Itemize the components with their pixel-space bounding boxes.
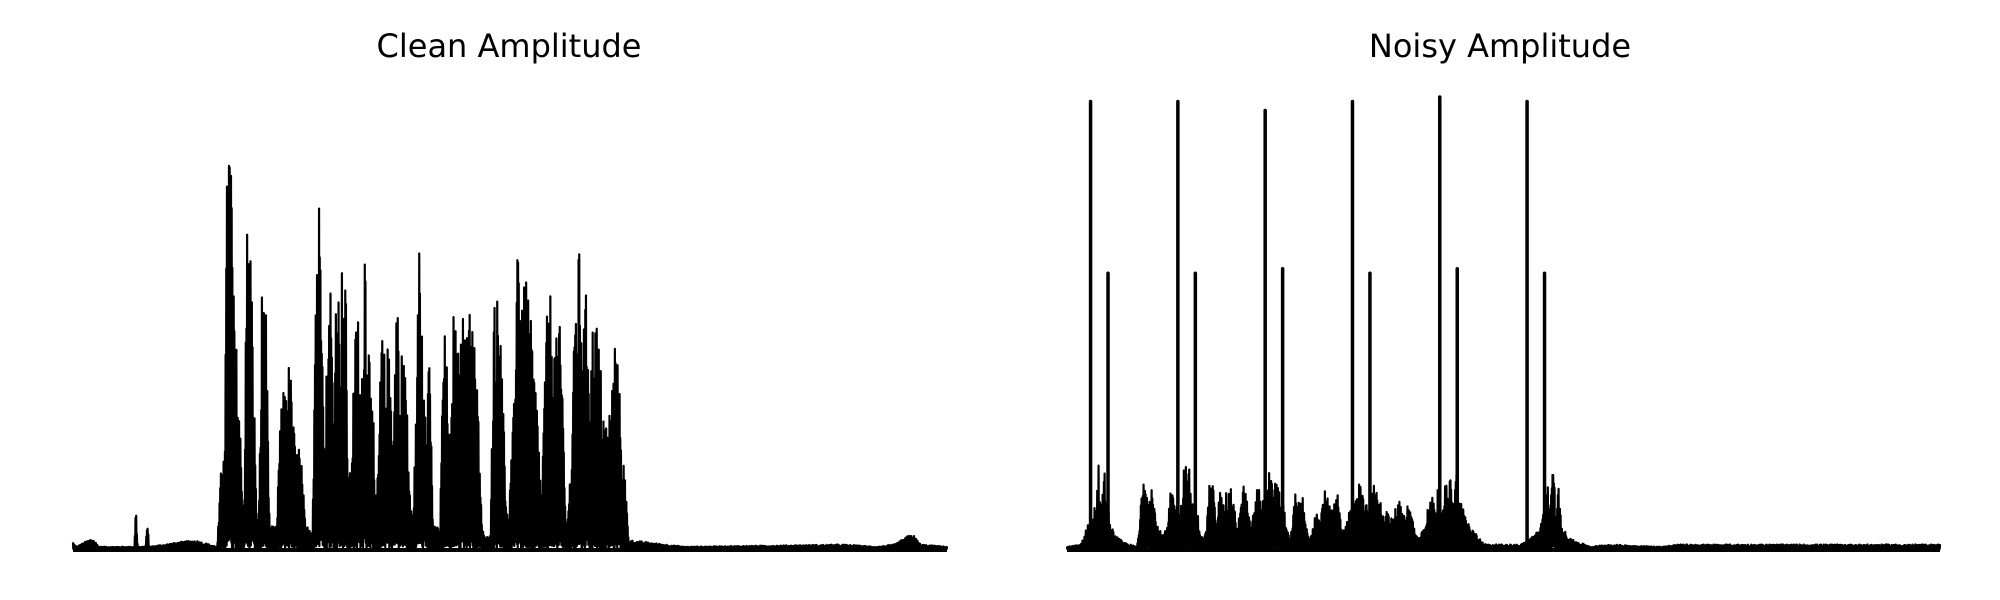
amplitude-waveform [71, 164, 949, 551]
amplitude-waveform [1065, 464, 1942, 551]
noisy-amplitude-panel: Noisy Amplitude [1065, 27, 1942, 552]
noisy-amplitude-title: Noisy Amplitude [1369, 27, 1631, 65]
clean-amplitude-panel: Clean Amplitude [71, 27, 949, 552]
clean-amplitude-title: Clean Amplitude [377, 27, 642, 65]
